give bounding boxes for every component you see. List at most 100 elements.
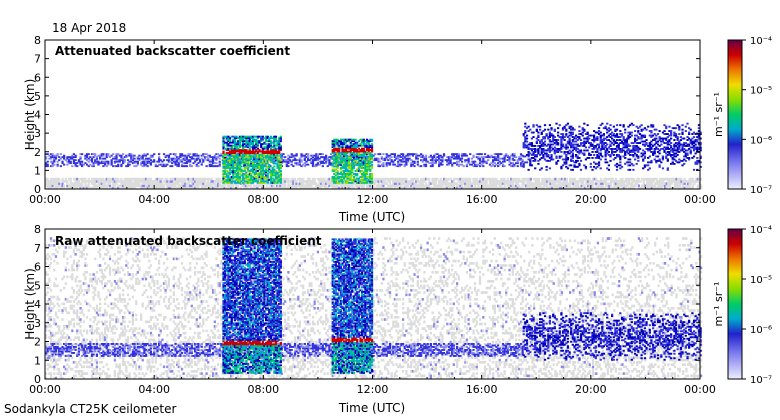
heatmap-cell [567, 186, 570, 190]
heatmap-cell [576, 145, 579, 147]
heatmap-cell [225, 152, 228, 154]
heatmap-cell [429, 186, 433, 190]
heatmap-cell [99, 186, 102, 190]
heatmap-cell [256, 153, 260, 156]
heatmap-cell [488, 156, 492, 159]
heatmap-cell [177, 157, 180, 160]
heatmap-cell [573, 161, 576, 164]
heatmap-cell [153, 182, 156, 185]
heatmap-cell [498, 184, 501, 188]
heatmap-cell [511, 153, 514, 156]
heatmap-cell [269, 184, 272, 188]
heatmap-cell [230, 153, 233, 156]
heatmap-cell [537, 159, 540, 162]
heatmap-cell [210, 165, 213, 168]
heatmap-cell [653, 149, 656, 152]
heatmap-cell [179, 184, 182, 188]
heatmap-cell [263, 155, 266, 157]
heatmap-cell [232, 170, 235, 172]
heatmap-cell [149, 180, 153, 183]
heatmap-cell [261, 150, 264, 153]
heatmap-cell [629, 177, 632, 181]
heatmap-cell [451, 153, 454, 156]
heatmap-cell [552, 137, 555, 140]
heatmap-cell [238, 156, 242, 159]
heatmap-cell [460, 154, 464, 157]
heatmap-cell [576, 155, 579, 158]
heatmap-cell [535, 128, 538, 131]
heatmap-cell [581, 134, 584, 137]
heatmap-cell [146, 159, 149, 162]
heatmap-cell [387, 180, 390, 183]
heatmap-cell [102, 162, 105, 165]
heatmap-cell [102, 177, 105, 181]
heatmap-cell [560, 136, 563, 138]
heatmap-cell [555, 139, 558, 141]
heatmap-cell [550, 154, 553, 156]
heatmap-cell [642, 149, 645, 152]
heatmap-cell [591, 145, 594, 147]
heatmap-cell [251, 153, 255, 156]
heatmap-cell [263, 170, 266, 172]
heatmap-cell [227, 147, 230, 150]
heatmap-cell [495, 159, 498, 162]
heatmap-cell [203, 186, 207, 190]
heatmap-cell [676, 124, 679, 127]
heatmap-cell [372, 154, 375, 157]
heatmap-cell [128, 186, 131, 190]
heatmap-cell [694, 152, 697, 155]
heatmap-cell [691, 137, 694, 140]
heatmap-cell [77, 182, 81, 185]
heatmap-cell [224, 147, 227, 150]
heatmap-cell [326, 157, 329, 160]
heatmap-cell [263, 147, 266, 150]
heatmap-cell [393, 159, 397, 162]
heatmap-cell [536, 177, 539, 181]
heatmap-cell [392, 180, 395, 183]
heatmap-cell [261, 161, 264, 163]
heatmap-cell [600, 177, 603, 181]
heatmap-cell [561, 158, 565, 161]
heatmap-cell [298, 177, 302, 181]
heatmap-cell [624, 139, 627, 141]
heatmap-cell [547, 155, 550, 158]
heatmap-cell [532, 125, 535, 128]
heatmap-cell [380, 182, 383, 185]
heatmap-cell [575, 180, 578, 183]
heatmap-cell [250, 174, 253, 177]
heatmap-cell [563, 136, 566, 138]
heatmap-cell [562, 184, 565, 188]
heatmap-cell [161, 165, 164, 168]
heatmap-cell [602, 133, 606, 135]
heatmap-cell [53, 159, 56, 162]
heatmap-cell [265, 165, 268, 168]
heatmap-cell [250, 143, 253, 146]
heatmap-cell [260, 143, 263, 146]
heatmap-cell [648, 146, 651, 149]
heatmap-cell [428, 156, 431, 159]
heatmap-cell [478, 182, 482, 185]
heatmap-cell [570, 131, 573, 134]
heatmap-cell [141, 157, 144, 160]
heatmap-cell [570, 151, 573, 153]
heatmap-cell [136, 163, 139, 166]
heatmap-cell [637, 127, 640, 130]
heatmap-cell [632, 155, 635, 158]
heatmap-cell [480, 160, 483, 163]
heatmap-cell [658, 136, 661, 138]
heatmap-cell [548, 136, 552, 138]
heatmap-cell [177, 184, 180, 188]
heatmap-cell [265, 155, 268, 157]
heatmap-cell [545, 159, 548, 162]
heatmap-cell [564, 180, 567, 183]
heatmap-cell [527, 146, 530, 149]
heatmap-cell [311, 182, 315, 185]
heatmap-cell [233, 141, 237, 144]
heatmap-cell [354, 163, 357, 166]
heatmap-cell [200, 184, 203, 188]
heatmap-cell [588, 154, 591, 156]
heatmap-cell [575, 155, 578, 158]
heatmap-cell [233, 147, 237, 150]
heatmap-cell [225, 176, 228, 178]
heatmap-cell [251, 167, 255, 169]
